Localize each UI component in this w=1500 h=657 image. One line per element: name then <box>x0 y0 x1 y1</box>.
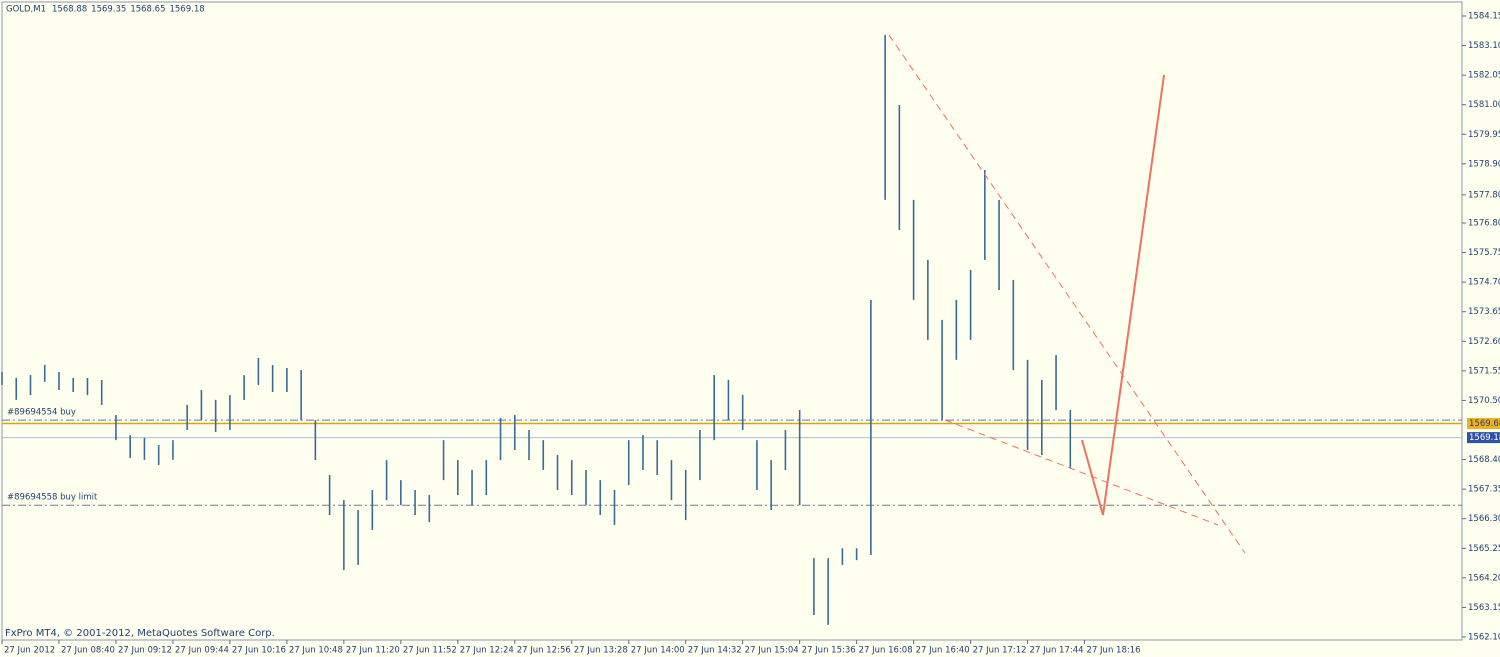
x-tick-label: 27 Jun 10:48 <box>289 646 343 656</box>
footer: FxPro MT4, © 2001-2012, MetaQuotes Softw… <box>5 628 275 639</box>
header-value: 1569.35 <box>91 5 126 15</box>
y-tick-label: 1564.20 <box>1468 573 1500 583</box>
x-tick-label: 27 Jun 15:04 <box>745 646 799 656</box>
y-tick-label: 1562.10 <box>1468 633 1500 643</box>
y-tick-label: 1582.05 <box>1468 71 1500 81</box>
plot-frame <box>1 1 1463 641</box>
y-tick-label: 1579.95 <box>1468 130 1500 140</box>
order-label: #89694558 buy limit <box>7 493 98 503</box>
y-tick-label: 1565.25 <box>1468 544 1500 554</box>
symbol: GOLD,M1 <box>6 5 46 15</box>
header-value: 1569.18 <box>169 5 204 15</box>
x-tick-label: 27 Jun 18:16 <box>1087 646 1141 656</box>
axes: 1584.15 1583.10 1582.05 1581.00 1579.95 1578.… <box>1 12 1500 656</box>
x-tick-label: 27 Jun 09:12 <box>118 646 172 656</box>
y-tick-label: 1572.60 <box>1468 337 1500 347</box>
ask-box <box>1467 418 1500 430</box>
header-value: 1568.88 <box>52 5 87 15</box>
y-tick-label: 1575.75 <box>1468 248 1500 258</box>
x-tick-label: 27 Jun 12:24 <box>460 646 514 656</box>
y-tick-label: 1568.40 <box>1468 455 1500 465</box>
ask-label: 1569.68 <box>1469 419 1500 429</box>
trendline <box>888 34 1246 554</box>
y-tick-label: 1578.90 <box>1468 159 1500 169</box>
x-tick-label: 27 Jun 10:16 <box>232 646 286 656</box>
bars <box>1 34 1072 625</box>
x-tick-label: 27 Jun 2012 <box>4 646 55 656</box>
x-tick-label: 27 Jun 14:32 <box>688 646 742 656</box>
y-tick-label: 1584.15 <box>1468 12 1500 22</box>
x-tick-label: 27 Jun 09:44 <box>175 646 229 656</box>
bid-label: 1569.18 <box>1469 433 1500 443</box>
y-tick-label: 1566.30 <box>1468 514 1500 524</box>
x-tick-label: 27 Jun 15:36 <box>802 646 856 656</box>
x-tick-label: 27 Jun 13:28 <box>574 646 628 656</box>
y-tick-label: 1574.70 <box>1468 278 1500 288</box>
x-tick-label: 27 Jun 12:56 <box>517 646 571 656</box>
bid-box <box>1467 432 1500 444</box>
levels: #89694554 buy #89694558 buy limit <box>2 408 1462 506</box>
y-tick-label: 1583.10 <box>1468 41 1500 51</box>
x-tick-label: 27 Jun 17:12 <box>973 646 1027 656</box>
y-tick-label: 1576.80 <box>1468 219 1500 229</box>
y-tick-label: 1570.50 <box>1468 396 1500 406</box>
x-tick-label: 27 Jun 16:40 <box>916 646 970 656</box>
order-label: #89694554 buy <box>7 408 76 418</box>
projection-line <box>1081 74 1165 516</box>
y-tick-label: 1563.15 <box>1468 603 1500 613</box>
y-tick-label: 1581.00 <box>1468 100 1500 110</box>
y-tick-label: 1577.80 <box>1468 190 1500 200</box>
x-tick-label: 27 Jun 11:52 <box>403 646 457 656</box>
x-tick-label: 27 Jun 16:08 <box>859 646 913 656</box>
x-tick-label: 27 Jun 11:20 <box>346 646 400 656</box>
header-value: 1568.65 <box>130 5 165 15</box>
trendline <box>944 419 1219 526</box>
x-tick-label: 27 Jun 08:40 <box>61 646 115 656</box>
x-tick-label: 27 Jun 14:00 <box>631 646 685 656</box>
y-tick-label: 1573.65 <box>1468 307 1500 317</box>
y-tick-label: 1571.55 <box>1468 366 1500 376</box>
y-tick-label: 1567.35 <box>1468 485 1500 495</box>
trendlines <box>888 34 1246 554</box>
x-tick-label: 27 Jun 17:44 <box>1030 646 1084 656</box>
